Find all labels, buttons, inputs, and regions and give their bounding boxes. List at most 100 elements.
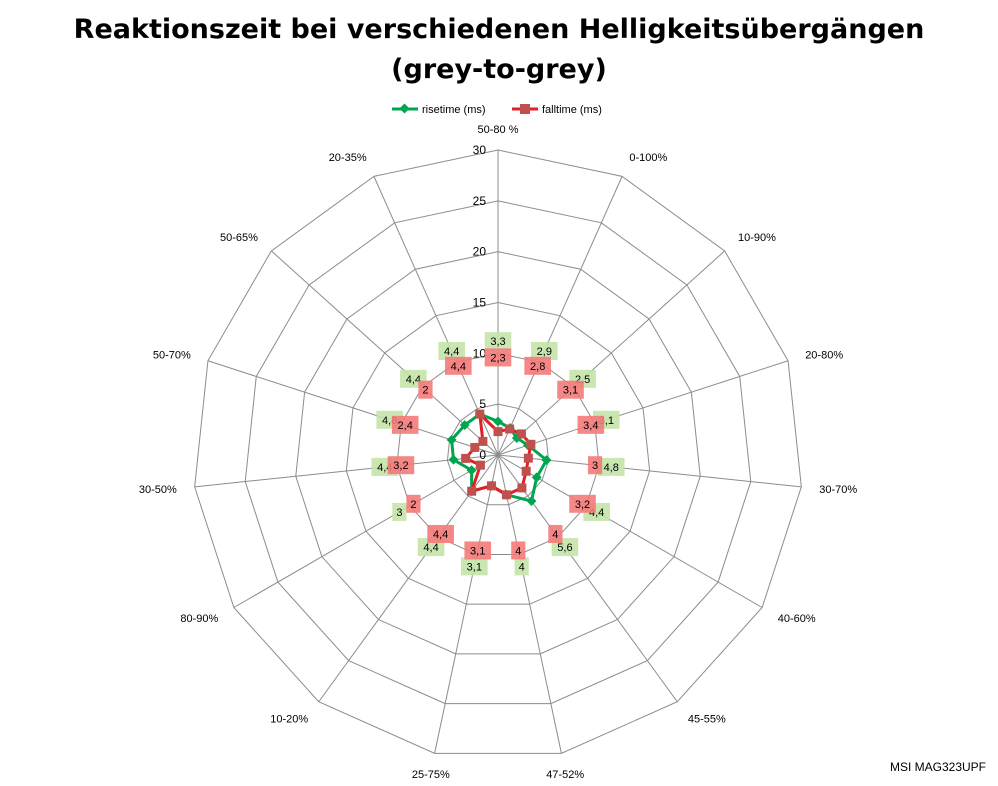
data-label-text: 3 <box>592 460 598 472</box>
series-layer <box>446 409 552 507</box>
data-label-bg <box>511 541 526 560</box>
radial-tick-labels: 0 5 10 15 20 25 30 <box>473 143 487 462</box>
point-falltime <box>478 436 488 446</box>
data-label-risetime: 4,8 <box>597 457 625 476</box>
data-label-text: 3,4 <box>583 420 598 432</box>
point-falltime <box>521 466 531 476</box>
point-falltime <box>467 486 477 496</box>
data-label-falltime: 3 <box>587 456 603 475</box>
point-risetime <box>541 455 552 466</box>
data-label-text: 3,2 <box>575 499 590 511</box>
spoke-13 <box>271 250 499 456</box>
point-falltime <box>516 429 526 439</box>
chart-title-line-2: (grey-to-grey) <box>391 54 607 85</box>
category-label: 10-20% <box>270 714 308 726</box>
data-label-text: 4 <box>519 561 525 573</box>
data-label-text: 5,6 <box>557 542 572 554</box>
data-label-text: 4,4 <box>406 374 421 386</box>
data-label-text: 2,3 <box>490 352 505 364</box>
category-label: 45-55% <box>688 714 726 726</box>
legend-item-risetime: risetime (ms) <box>392 103 486 116</box>
data-label-bg <box>427 524 454 543</box>
data-label-text: 4,8 <box>604 462 619 474</box>
data-label-falltime: 3,2 <box>387 456 415 475</box>
chart-title: Reaktionszeit bei verschiedenen Helligke… <box>0 10 998 90</box>
spoke-8 <box>434 454 499 754</box>
legend-label-risetime: risetime (ms) <box>422 104 486 116</box>
data-label-bg <box>577 415 605 434</box>
point-risetime <box>459 420 470 431</box>
data-label-falltime: 2,8 <box>524 356 551 375</box>
category-label: 47-52% <box>546 769 584 781</box>
data-label-risetime: 2,9 <box>531 341 558 360</box>
data-label-text: 4,4 <box>433 529 448 541</box>
grid-ring-15 <box>345 301 651 605</box>
point-falltime <box>517 483 527 493</box>
data-label-falltime: 3,1 <box>464 541 492 560</box>
tick-label: 15 <box>473 296 487 310</box>
tick-label: 5 <box>479 397 486 411</box>
spoke-14 <box>373 176 499 456</box>
data-label-bg <box>548 524 563 543</box>
point-falltime <box>505 424 515 434</box>
tick-label: 0 <box>479 448 486 462</box>
point-falltime <box>475 460 485 470</box>
tick-label: 30 <box>473 143 487 157</box>
point-falltime <box>486 481 496 491</box>
point-risetime <box>448 454 459 465</box>
data-label-bg <box>461 557 488 576</box>
data-label-text: 3 <box>396 507 402 519</box>
data-label-risetime: 4,4 <box>438 341 465 360</box>
data-label-bg <box>484 348 512 367</box>
category-label: 30-50% <box>139 484 177 496</box>
data-label-bg <box>387 456 415 475</box>
data-label-bg <box>464 541 492 560</box>
legend-swatch-falltime-marker <box>520 104 530 114</box>
point-falltime <box>523 453 533 463</box>
data-label-falltime: 4,4 <box>445 356 472 375</box>
category-label: 80-90% <box>180 613 218 625</box>
spoke-11 <box>194 454 499 488</box>
data-label-falltime: 2 <box>418 380 433 399</box>
data-labels: 3,32,92,53,14,84,45,643,14,434,44,84,44,… <box>371 332 625 576</box>
tick-label: 10 <box>473 346 487 360</box>
data-label-text: 3,2 <box>393 460 408 472</box>
data-label-text: 3,1 <box>470 545 485 557</box>
category-label: 40-60% <box>778 613 816 625</box>
data-label-bg <box>597 457 625 476</box>
data-label-text: 4,4 <box>451 361 466 373</box>
data-label-text: 4,4 <box>423 542 438 554</box>
radar-grid <box>194 149 802 754</box>
point-falltime <box>475 409 485 419</box>
point-risetime <box>526 496 537 507</box>
data-label-bg <box>557 380 584 399</box>
data-label-text: 3,1 <box>467 561 482 573</box>
spoke-10 <box>233 454 499 608</box>
legend-item-falltime: falltime (ms) <box>512 104 602 116</box>
grid-ring-10 <box>396 352 600 555</box>
source-note: MSI MAG323UPF <box>889 760 986 774</box>
data-label-bg <box>445 356 472 375</box>
data-label-text: 4 <box>515 545 521 557</box>
data-label-text: 4 <box>552 529 558 541</box>
data-label-risetime: 3 <box>392 502 407 521</box>
legend-label-falltime: falltime (ms) <box>542 104 602 116</box>
data-label-text: 2 <box>410 499 416 511</box>
data-label-risetime: 4 <box>514 557 529 576</box>
data-label-falltime: 4 <box>511 541 526 560</box>
grid-ring-5 <box>446 403 550 506</box>
category-label: 20-35% <box>329 152 367 164</box>
spoke-3 <box>497 360 789 456</box>
series-1 <box>461 409 536 500</box>
point-falltime <box>501 490 511 500</box>
data-label-bg <box>484 332 512 351</box>
category-label: 10-90% <box>738 232 776 244</box>
category-label: 50-80 % <box>478 124 519 136</box>
data-label-text: 2,9 <box>537 346 552 358</box>
spoke-1 <box>497 176 623 456</box>
point-risetime <box>493 416 503 427</box>
data-label-text: 2,4 <box>398 420 413 432</box>
point-falltime <box>526 439 536 449</box>
grid-ring-30 <box>194 149 802 754</box>
